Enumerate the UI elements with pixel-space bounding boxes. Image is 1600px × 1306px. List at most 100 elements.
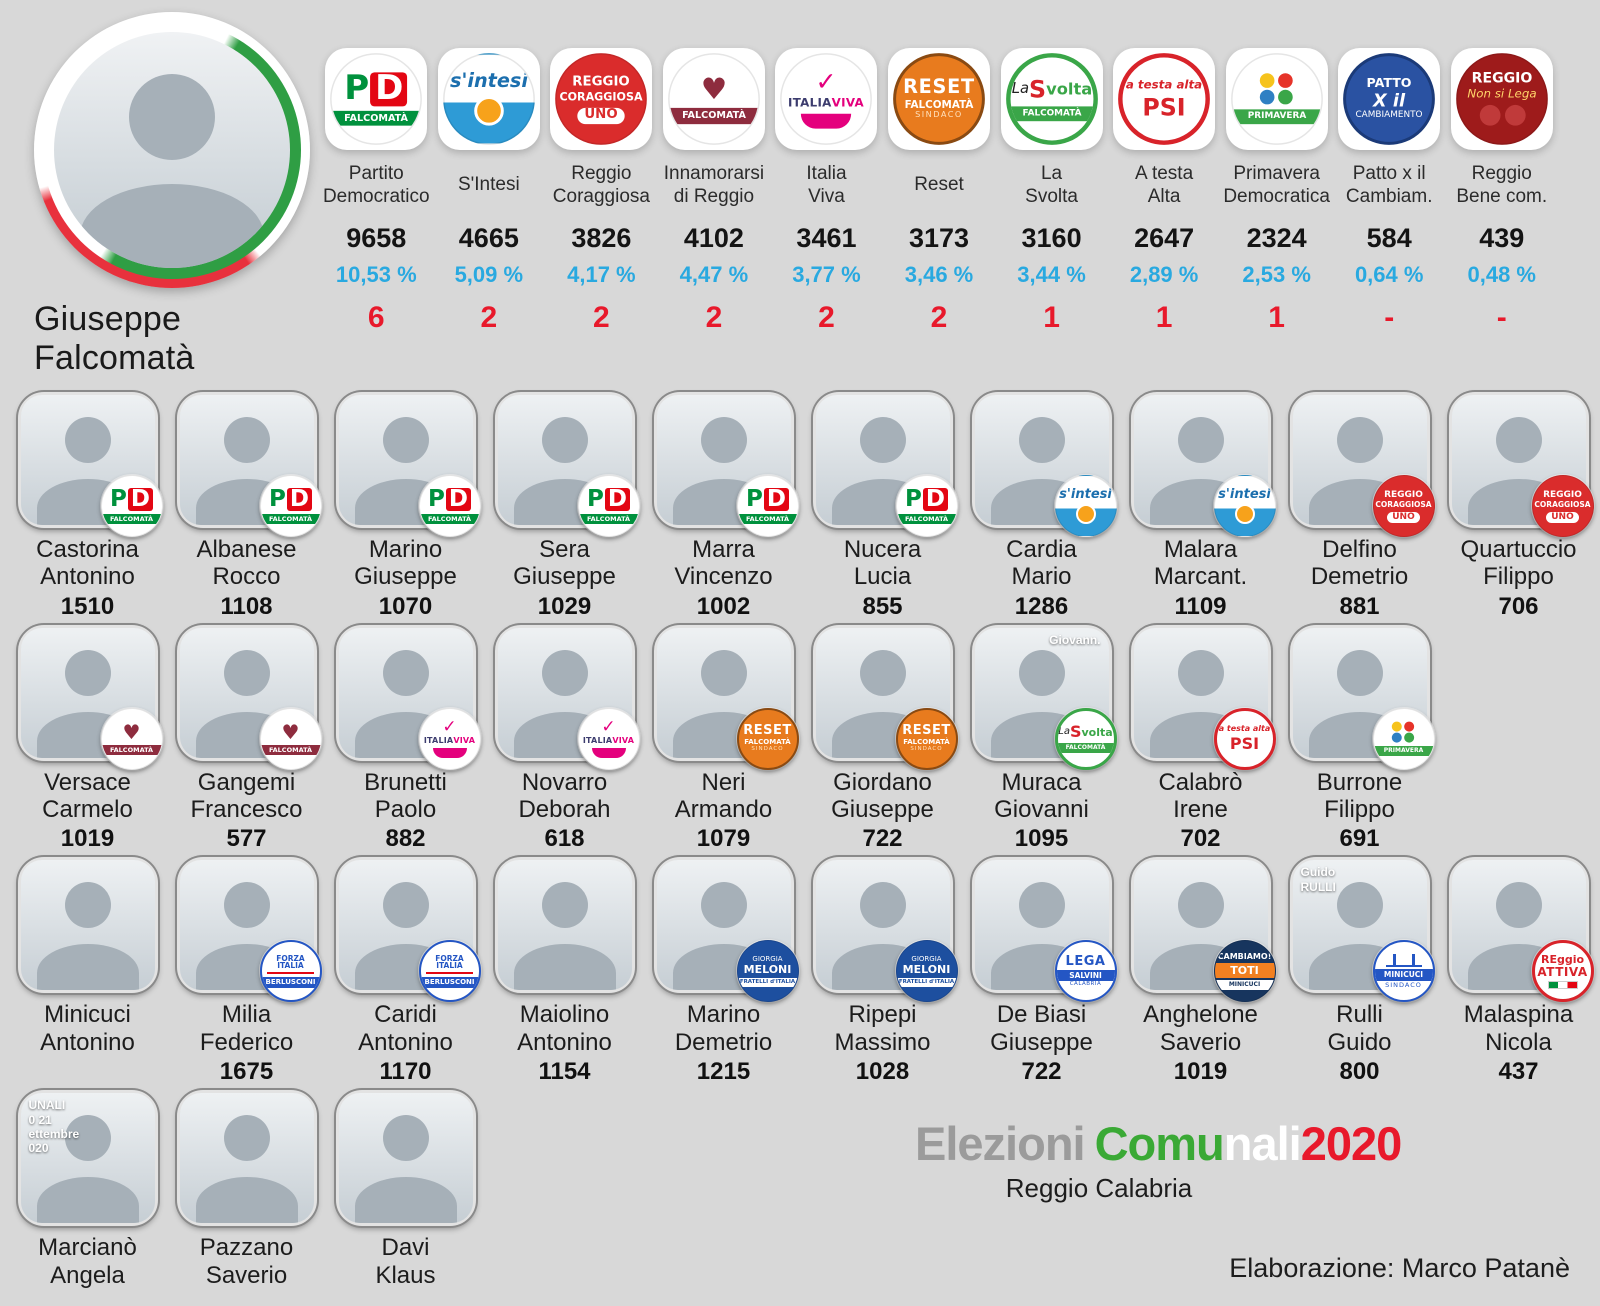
candidate-photo: ✓ ITALIA VIVA — [335, 624, 481, 770]
candidate-votes: 722 — [862, 825, 903, 853]
party-percentage: 0,64 % — [1354, 262, 1424, 287]
candidate-givenname: Saverio — [1159, 1028, 1242, 1056]
candidate-name: Giordano Giuseppe — [831, 769, 934, 824]
candidate-votes: 1019 — [1173, 1058, 1228, 1086]
mayor-block: Giuseppe Falcomatà — [0, 12, 320, 378]
pd-logo-icon: P D FALCOMATÀ — [577, 475, 640, 537]
party-card: ♥ FALCOMATÀ Innamorarsi di Reggio 4102 4,47 … — [658, 48, 771, 378]
mayor-avatar — [54, 32, 290, 268]
candidate-portrait — [20, 860, 155, 991]
candidate-surname: Castorina — [36, 536, 139, 563]
candidate-photo: P D FALCOMATÀ — [176, 392, 322, 537]
candidate-surname: Ripepi — [848, 1001, 917, 1029]
candidate-givenname: Guido — [1327, 1028, 1392, 1056]
candidate-givenname: Irene — [1173, 796, 1228, 824]
pd-logo-icon: P D FALCOMATÀ — [895, 475, 958, 537]
candidate-name: Caridi Antonino — [358, 1001, 453, 1056]
party-badge: P D FALCOMATÀ — [577, 475, 640, 537]
party-badge: ♥ FALCOMATÀ — [259, 707, 322, 770]
party-badge: GIORGIA MELONI FRATELLI d'ITALIA — [895, 940, 958, 1003]
candidate-photo: P D FALCOMATÀ — [17, 392, 163, 537]
party-badge: CAMBIAMO! TOTI MINICUCI — [1213, 940, 1276, 1003]
candidate-photo: GIORGIA MELONI FRATELLI d'ITALIA — [812, 857, 958, 1003]
pd-logo-icon: P D FALCOMATÀ — [736, 475, 799, 537]
candidate-card: Maiolino Antonino 1154 — [485, 857, 644, 1086]
candidate-votes: 1108 — [220, 592, 273, 620]
candidate-card: P D FALCOMATÀ Nucera Lucia 855 — [803, 392, 962, 621]
candidate-givenname: Giuseppe — [831, 796, 934, 824]
footer-title-part-comu: Comu — [1094, 1117, 1225, 1170]
party-logo: REGGIO CORAGGIOSA UNO — [550, 48, 653, 150]
party-votes: 2647 — [1134, 223, 1195, 253]
candidate-givenname: Angela — [50, 1261, 125, 1289]
party-name: Innamorarsi di Reggio — [663, 162, 765, 207]
sintesi-logo-icon: s'intesi — [442, 53, 535, 145]
party-votes: 584 — [1366, 223, 1412, 253]
candidate-givenname: Giuseppe — [990, 1028, 1093, 1056]
party-badge: LEGA SALVINI CALABRIA — [1054, 940, 1117, 1003]
italiaviva-logo-icon: ✓ ITALIA VIVA — [577, 707, 640, 770]
party-name: Reset — [914, 174, 964, 196]
candidate-photo: REGGIO CORAGGIOSA UNO — [1448, 392, 1594, 537]
candidate-givenname: Francesco — [190, 796, 303, 824]
candidate-name: Neri Armando — [675, 769, 772, 824]
party-votes: 4665 — [458, 223, 519, 253]
candidate-name: Muraca Giovanni — [994, 769, 1089, 824]
party-percentage: 3,44 % — [1017, 262, 1086, 287]
party-name: A testa Alta — [1135, 162, 1194, 207]
party-card: P D FALCOMATÀ Partito Democratico 9658 10,53 … — [320, 48, 433, 378]
candidate-surname: Davi — [381, 1234, 430, 1262]
candidate-givenname: Antonino — [40, 1028, 135, 1056]
candidate-name: Malaspina Nicola — [1464, 1001, 1573, 1056]
footer-title: Elezioni Comunali2020 — [915, 1116, 1402, 1171]
candidate-votes: 1510 — [60, 592, 115, 620]
candidate-givenname: Massimo — [834, 1028, 931, 1056]
candidate-givenname: Lucia — [853, 563, 912, 591]
candidate-photo: LEGA SALVINI CALABRIA — [971, 857, 1117, 1003]
candidate-surname: Milia — [221, 1001, 272, 1029]
candidate-photo: ● ● ● ● PRIMAVERA — [1289, 624, 1435, 770]
fdi-logo-icon: GIORGIA MELONI FRATELLI d'ITALIA — [895, 940, 958, 1003]
party-name: La Svolta — [1025, 162, 1078, 207]
attiva-logo-icon: REggio ATTIVA — [1531, 940, 1594, 1003]
candidate-votes: 618 — [544, 825, 585, 853]
candidate-card: REGGIO CORAGGIOSA UNO Delfino Demetrio 881 — [1280, 392, 1439, 621]
party-name: Primavera Democratica — [1223, 162, 1330, 207]
reset-logo-icon: RESET FALCOMATÀ SINDACO — [893, 53, 985, 145]
candidate-givenname: Paolo — [374, 796, 437, 824]
candidates-row: P D FALCOMATÀ Castorina Antonino 1510 P D FALCOM… — [8, 392, 1600, 621]
party-card: ● ● ● ● PRIMAVERA Primavera Democratica 2324 2,… — [1220, 48, 1333, 378]
party-name: Partito Democratico — [322, 162, 430, 207]
candidate-card: FORZA ITALIA BERLUSCONI Milia Federico 1675 — [167, 857, 326, 1086]
candidates-row: ♥ FALCOMATÀ Versace Carmelo 1019 ♥ FALCOMATÀ Ga… — [8, 624, 1600, 854]
party-badge: GIORGIA MELONI FRATELLI d'ITALIA — [736, 940, 799, 1003]
sintesi-logo-icon: s'intesi — [1213, 475, 1276, 537]
candidate-card: GIORGIA MELONI FRATELLI d'ITALIA Ripepi Mass… — [803, 857, 962, 1086]
party-card: PATTO X il CAMBIAMENTO Patto x il Cambiam. 5… — [1333, 48, 1446, 378]
footer-title-block: Elezioni Comunali2020 Reggio Calabria — [915, 1116, 1402, 1204]
candidate-photo — [494, 857, 635, 994]
cambiamo-logo-icon: CAMBIAMO! TOTI MINICUCI — [1213, 940, 1276, 1003]
candidate-surname: Anghelone — [1143, 1001, 1258, 1029]
photo-overlay-text: Guido RULLI — [1300, 865, 1336, 894]
party-percentage: 5,09 % — [454, 262, 524, 287]
party-results-row: P D FALCOMATÀ Partito Democratico 9658 10,53 … — [320, 12, 1600, 378]
candidate-givenname: Filippo — [1483, 563, 1554, 591]
candidate-portrait: UNALI 0 21 ettembre 020 — [20, 1093, 155, 1224]
pd-logo-icon: P D FALCOMATÀ — [418, 475, 481, 537]
italiaviva-logo-icon: ✓ ITALIA VIVA — [780, 53, 873, 145]
candidate-photo: FORZA ITALIA BERLUSCONI — [335, 857, 481, 1003]
candidate-photo — [17, 857, 158, 994]
candidate-givenname: Armando — [674, 796, 773, 824]
party-logo: RESET FALCOMATÀ SINDACO — [888, 48, 990, 150]
candidate-votes: 706 — [1498, 592, 1539, 620]
candidate-name: Marino Demetrio — [675, 1001, 772, 1056]
candidate-photo: REggio ATTIVA — [1448, 857, 1594, 1003]
candidate-name: Nucera Lucia — [844, 536, 921, 591]
candidate-card: P D FALCOMATÀ Castorina Antonino 1510 — [8, 392, 167, 621]
candidate-surname: Malara — [1163, 536, 1238, 563]
innamorarsi-logo-icon: ♥ FALCOMATÀ — [668, 53, 760, 145]
party-seats: 2 — [480, 301, 498, 334]
candidate-card: UNALI 0 21 ettembre 020 Marcianò Angela — [8, 1090, 167, 1306]
candidate-card: s'intesi Malara Marcant. 1109 — [1121, 392, 1280, 621]
